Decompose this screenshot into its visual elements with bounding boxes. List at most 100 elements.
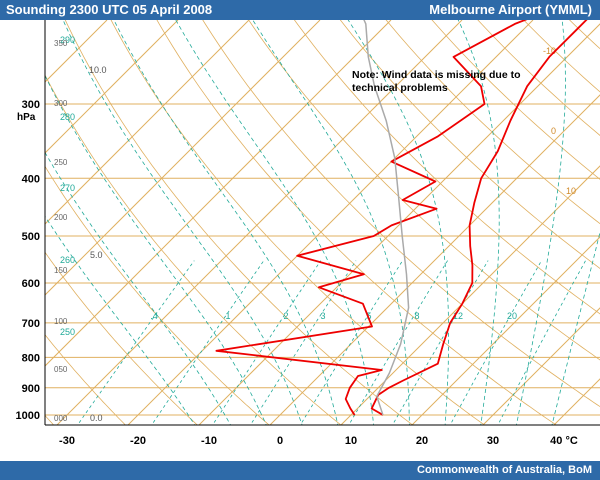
adiabat-label: 280 — [60, 112, 75, 122]
adiabat-label: 350 — [54, 39, 68, 48]
mixing-ratio-label: 1 — [225, 311, 230, 321]
mixing-ratio-line — [212, 260, 322, 425]
dry-adiabat-line — [45, 334, 126, 425]
y-tick-label: 400 — [22, 173, 40, 185]
isotherm-line — [411, 236, 600, 425]
moist-adiabat-line — [45, 151, 231, 425]
y-tick-label: 800 — [22, 352, 40, 364]
moist-adiabat-line — [551, 230, 600, 425]
wind-note-line1: Note: Wind data is missing due to — [352, 69, 521, 81]
dry-adiabat-line — [385, 20, 600, 225]
adiabat-label: 200 — [54, 213, 68, 222]
mixing-ratio-line — [249, 260, 357, 425]
isotherm-line — [269, 94, 600, 425]
isotherm-line — [482, 307, 600, 425]
sounding-series — [215, 20, 588, 416]
dry-adiabat-line — [45, 251, 198, 425]
moist-adiabat-line — [516, 20, 566, 425]
mixing-ratio-label: 5 — [366, 311, 371, 321]
mixing-ratio-line — [299, 260, 403, 425]
dry-adiabat-line — [293, 20, 600, 315]
x-tick-label: -30 — [59, 435, 75, 447]
mixing-ratio-label: .4 — [150, 311, 158, 321]
adiabat-label: 000 — [54, 414, 68, 423]
chart-grid — [44, 20, 600, 426]
mixing-ratio-label: 12 — [453, 311, 463, 321]
moist-adiabat-label: -10 — [543, 46, 556, 56]
temperature-line — [370, 20, 588, 416]
mixing-ratio-label: 8 — [414, 311, 419, 321]
moist-adiabat-line — [252, 20, 410, 425]
x-tick-label: 10 — [345, 435, 357, 447]
isotherm-line — [127, 20, 534, 425]
dry-adiabat-line — [248, 20, 600, 361]
mixing-ratio-line — [348, 260, 448, 425]
y-tick-label: 1000 — [16, 410, 40, 422]
isotherm-line — [56, 20, 463, 425]
station-name: Melbourne Airport (YMML) — [429, 2, 592, 17]
footer-credit: Commonwealth of Australia, BoM — [417, 464, 592, 476]
dry-adiabat-line — [110, 20, 486, 425]
height-km-label: 5.0 — [90, 250, 103, 260]
y-tick-label: 500 — [22, 231, 40, 243]
moist-adiabat-label: 10 — [566, 186, 576, 196]
isotherm-line — [45, 20, 250, 225]
grid-lines — [45, 20, 600, 425]
x-tick-label: -20 — [130, 435, 146, 447]
adiabat-label: 290 — [60, 35, 75, 45]
isotherm-line — [45, 20, 179, 154]
dry-adiabat-line — [64, 20, 414, 425]
moist-adiabat-line — [457, 20, 500, 425]
dry-adiabat-line — [339, 20, 600, 269]
mixing-ratio-label: 2 — [283, 311, 288, 321]
adiabat-label: 250 — [54, 158, 68, 167]
dry-adiabat-line — [202, 20, 600, 408]
dry-adiabat-line — [477, 20, 600, 136]
title-bar: Sounding 2300 UTC 05 April 2008 Melbourn… — [0, 0, 600, 20]
adiabat-label: 250 — [60, 327, 75, 337]
moist-adiabat-line — [62, 20, 303, 425]
x-tick-label: 40 °C — [550, 435, 578, 447]
adiabat-label: 300 — [54, 99, 68, 108]
adiabat-label: 100 — [54, 317, 68, 326]
dry-adiabat-line — [156, 20, 557, 425]
mixing-ratio-line — [77, 260, 195, 425]
moist-adiabat-line — [45, 74, 267, 425]
y-tick-label: 900 — [22, 383, 40, 395]
x-tick-label: -10 — [201, 435, 217, 447]
height-km-label: 0.0 — [90, 413, 103, 423]
isotherm-line — [340, 165, 600, 425]
mixing-ratio-line — [151, 260, 265, 425]
adiabat-label: 260 — [60, 255, 75, 265]
y-tick-label: 700 — [22, 318, 40, 330]
dewpoint-line — [215, 20, 528, 416]
isotherm-line — [45, 20, 321, 296]
adiabat-label: 050 — [54, 365, 68, 374]
guide-labels: .4 1 2 3 5 8 12 2029028027026025035030025020015… — [54, 35, 576, 423]
dry-adiabat-line — [45, 165, 270, 425]
mixing-ratio-label: 3 — [320, 311, 325, 321]
x-tick-label: 0 — [277, 435, 283, 447]
moist-adiabat-line — [347, 20, 450, 425]
adiabat-label: 150 — [54, 266, 68, 275]
mixing-ratio-line — [449, 260, 542, 425]
moist-adiabat-label: 0 — [551, 126, 556, 136]
adiabat-label: 270 — [60, 183, 75, 193]
mixing-ratio-label: 20 — [507, 311, 517, 321]
moist-adiabat-line — [113, 20, 339, 425]
dry-adiabat-line — [431, 20, 600, 180]
footer-bar: Commonwealth of Australia, BoM — [0, 461, 600, 480]
x-tick-label: 30 — [487, 435, 499, 447]
parcel-path-line — [363, 20, 410, 416]
x-tick-label: 20 — [416, 435, 428, 447]
isotherm-line — [45, 20, 392, 367]
hpa-unit-label: hPa — [17, 112, 36, 123]
y-tick-label: 300 — [22, 99, 40, 111]
moist-adiabat-line — [175, 20, 374, 425]
sounding-title: Sounding 2300 UTC 05 April 2008 — [6, 2, 213, 17]
height-km-label: 10.0 — [89, 65, 107, 75]
mixing-ratio-line — [497, 260, 586, 425]
y-tick-label: 600 — [22, 278, 40, 290]
wind-note-line2: technical problems — [352, 82, 448, 94]
